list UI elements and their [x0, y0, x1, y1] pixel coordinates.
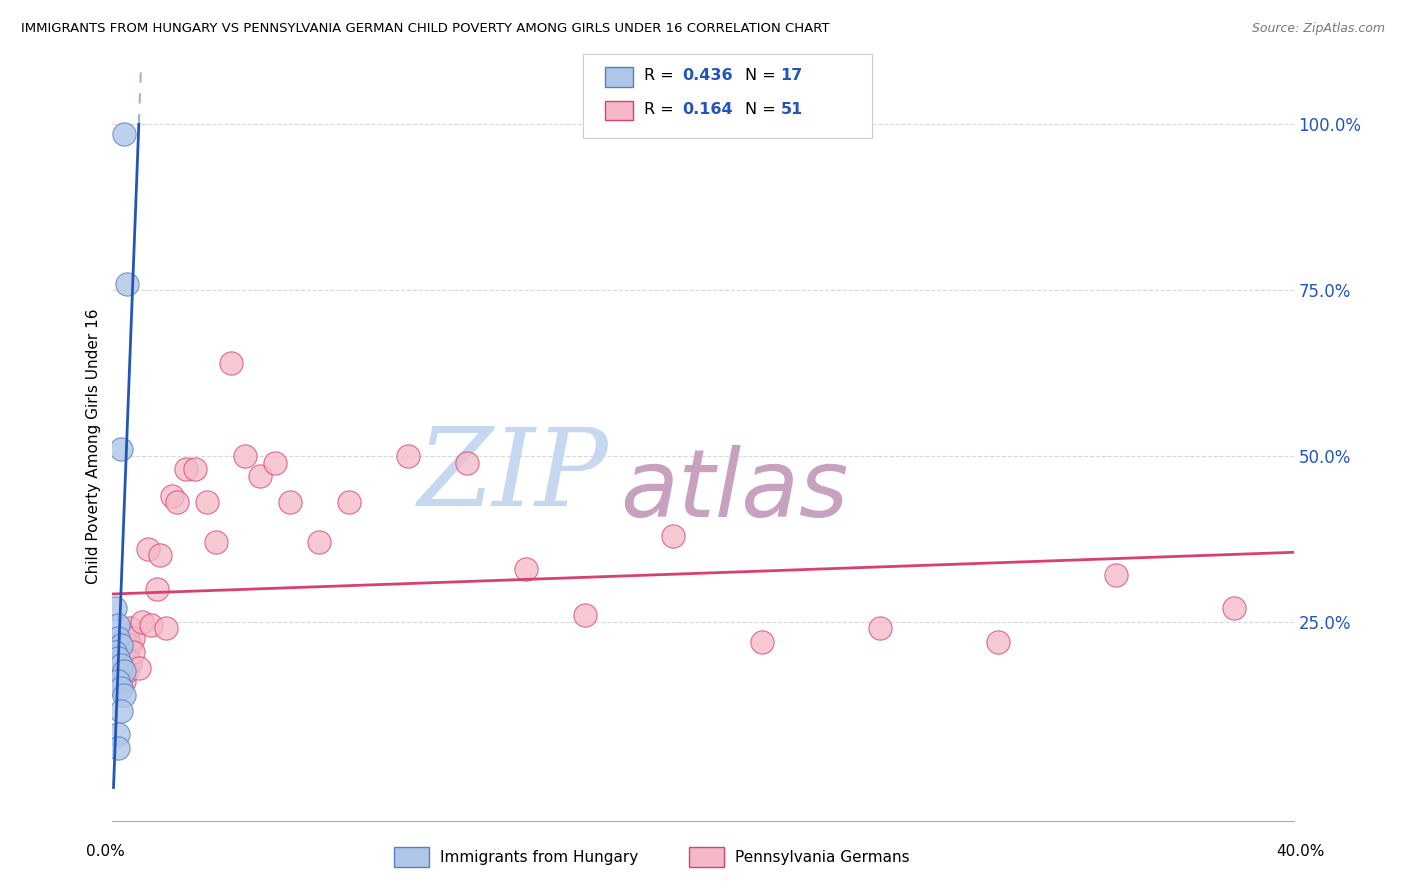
Point [149, 549, 172, 563]
Point [110, 634, 132, 648]
Point [1223, 601, 1246, 615]
Point [264, 456, 287, 470]
Point [112, 674, 135, 689]
Point [205, 535, 228, 549]
Text: 40.0%: 40.0% [1277, 845, 1324, 859]
Point [110, 442, 132, 457]
Point [112, 665, 135, 679]
Point [249, 468, 271, 483]
Point [117, 638, 138, 652]
Text: 51: 51 [780, 103, 803, 117]
Point [107, 648, 129, 662]
Text: 17: 17 [780, 69, 803, 83]
Text: Immigrants from Hungary: Immigrants from Hungary [440, 850, 638, 864]
Text: atlas: atlas [620, 445, 849, 536]
Point [574, 608, 596, 623]
Point [122, 644, 145, 658]
Point [166, 495, 188, 509]
Point [122, 632, 145, 646]
Point [107, 644, 129, 658]
Point [107, 665, 129, 679]
Point [128, 661, 150, 675]
Point [1105, 568, 1128, 582]
Text: 0.436: 0.436 [682, 69, 733, 83]
Point [869, 621, 891, 635]
Text: 0.0%: 0.0% [86, 845, 125, 859]
Text: Source: ZipAtlas.com: Source: ZipAtlas.com [1251, 22, 1385, 36]
Point [104, 641, 127, 656]
Point [104, 601, 127, 615]
Text: R =: R = [644, 103, 679, 117]
Point [174, 462, 197, 476]
Point [146, 582, 169, 596]
Point [195, 495, 218, 509]
Point [117, 628, 138, 642]
Point [160, 489, 183, 503]
Point [117, 665, 138, 679]
Point [139, 618, 162, 632]
Point [233, 449, 256, 463]
Point [337, 495, 360, 509]
Point [219, 356, 242, 370]
Point [112, 688, 135, 702]
Point [120, 638, 142, 652]
Point [110, 704, 132, 718]
Point [987, 634, 1010, 648]
Point [110, 665, 132, 679]
Point [112, 657, 135, 672]
Text: N =: N = [745, 103, 782, 117]
Text: 0.164: 0.164 [682, 103, 733, 117]
Point [184, 462, 207, 476]
Point [104, 644, 127, 658]
Point [107, 618, 129, 632]
Text: ZIP: ZIP [418, 424, 609, 529]
Point [107, 674, 129, 689]
Point [112, 651, 135, 665]
Point [112, 641, 135, 656]
Text: Pennsylvania Germans: Pennsylvania Germans [735, 850, 910, 864]
Text: N =: N = [745, 69, 782, 83]
Point [110, 655, 132, 669]
Text: IMMIGRANTS FROM HUNGARY VS PENNSYLVANIA GERMAN CHILD POVERTY AMONG GIRLS UNDER 1: IMMIGRANTS FROM HUNGARY VS PENNSYLVANIA … [21, 22, 830, 36]
Point [107, 727, 129, 741]
Point [662, 528, 685, 542]
Point [131, 615, 153, 629]
Point [751, 634, 773, 648]
Point [120, 655, 142, 669]
Point [110, 648, 132, 662]
Point [308, 535, 330, 549]
Point [120, 621, 142, 635]
Point [515, 562, 537, 576]
Point [107, 651, 129, 665]
Point [117, 277, 138, 291]
Point [110, 641, 132, 656]
Y-axis label: Child Poverty Among Girls Under 16: Child Poverty Among Girls Under 16 [86, 309, 101, 583]
Text: R =: R = [644, 69, 679, 83]
Point [112, 128, 135, 142]
Point [155, 621, 177, 635]
Point [456, 456, 478, 470]
Point [136, 541, 159, 556]
Point [396, 449, 419, 463]
Point [110, 681, 132, 695]
Point [278, 495, 301, 509]
Point [110, 657, 132, 672]
Point [110, 638, 132, 652]
Point [107, 632, 129, 646]
Point [107, 740, 129, 755]
